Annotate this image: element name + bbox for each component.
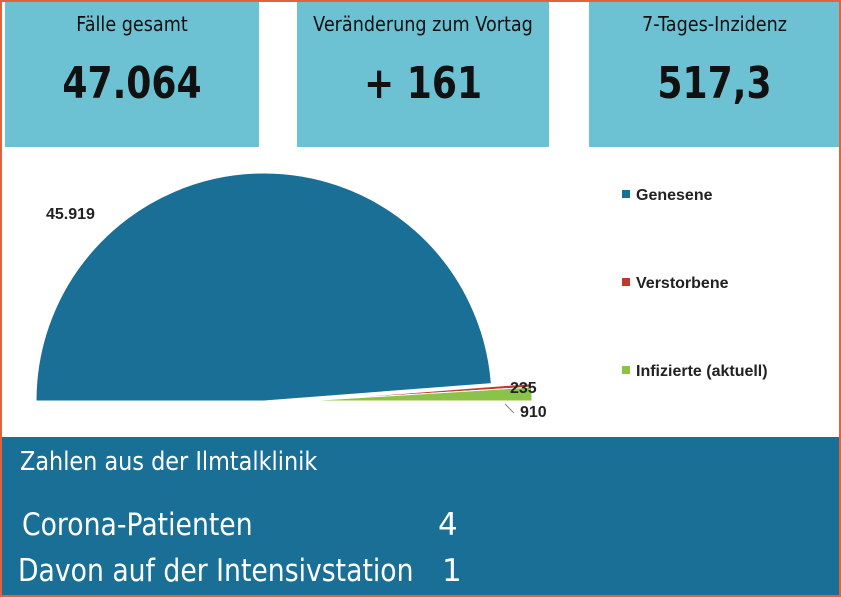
legend-swatch (622, 189, 630, 198)
kpi-label: Fälle gesamt (76, 12, 188, 36)
clinic-row-label: Corona-Patienten (22, 507, 253, 543)
clinic-heading: Zahlen aus der Ilmtalklinik (20, 447, 318, 477)
data-label-verstorbene: 235 (510, 380, 537, 397)
kpi-label: Veränderung zum Vortag (313, 12, 533, 36)
clinic-row-value: 4 (438, 507, 458, 543)
clinic-row-value: 1 (442, 553, 462, 589)
legend-item-genesene: Genesene (622, 187, 712, 205)
pie-slice-genesene (35, 172, 492, 402)
data-label-infizierte: 910 (520, 404, 547, 421)
legend-label: Genesene (636, 187, 713, 204)
kpi-value: 517,3 (657, 58, 772, 109)
legend-swatch (622, 365, 630, 374)
kpi-seven-day-incidence: 7-Tages-Inzidenz 517,3 (589, 2, 839, 147)
kpi-label: 7-Tages-Inzidenz (642, 12, 787, 36)
kpi-value: + 161 (363, 58, 483, 109)
leader-line (504, 403, 515, 414)
kpi-value: 47.064 (62, 58, 202, 109)
kpi-change-previous-day: Veränderung zum Vortag + 161 (297, 2, 549, 147)
pie-chart: 45.919 235 910 (2, 147, 839, 437)
legend-label: Verstorbene (636, 275, 729, 292)
legend-label: Infizierte (aktuell) (636, 363, 768, 380)
legend-swatch (622, 277, 630, 286)
pie-chart-svg: 45.919 235 910 (35, 172, 547, 421)
clinic-row-label: Davon auf der Intensivstation (18, 553, 414, 589)
clinic-panel: Zahlen aus der Ilmtalklinik Corona-Patie… (2, 437, 839, 595)
data-label-genesene: 45.919 (46, 206, 95, 223)
legend-item-infizierte: Infizierte (aktuell) (622, 363, 768, 381)
pie-slice-infizierte (303, 386, 533, 402)
legend-item-verstorbene: Verstorbene (622, 275, 728, 293)
kpi-total-cases: Fälle gesamt 47.064 (5, 2, 259, 147)
